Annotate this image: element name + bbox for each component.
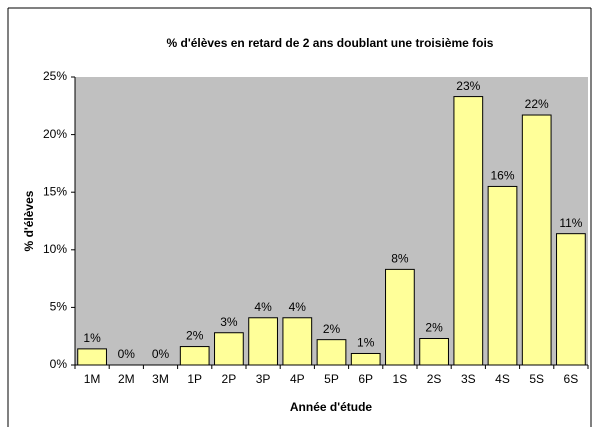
x-tick-label: 3P xyxy=(256,372,271,386)
data-label: 2% xyxy=(323,322,341,336)
y-tick-label: 10% xyxy=(43,242,67,256)
x-tick-label: 1M xyxy=(84,372,101,386)
data-label: 23% xyxy=(456,79,480,93)
y-tick-label: 0% xyxy=(50,357,68,371)
x-tick-label: 4S xyxy=(495,372,510,386)
data-label: 11% xyxy=(559,216,582,230)
x-axis-label: Année d'étude xyxy=(290,400,373,414)
bar xyxy=(453,96,484,366)
data-label: 1% xyxy=(357,336,375,350)
x-tick-label: 5P xyxy=(324,372,339,386)
bar xyxy=(419,338,449,366)
data-label: 16% xyxy=(490,169,514,183)
bar xyxy=(316,339,347,366)
bar xyxy=(350,352,381,366)
y-tick-label: 20% xyxy=(43,127,67,141)
x-tick-label: 2S xyxy=(427,372,442,386)
bar xyxy=(487,185,518,366)
x-tick-label: 5S xyxy=(529,372,544,386)
bar xyxy=(248,317,278,366)
x-tick-label: 1S xyxy=(393,372,408,386)
bar xyxy=(521,114,552,366)
x-tick-label: 1P xyxy=(187,372,202,386)
data-label: 0% xyxy=(118,347,136,361)
data-label: 0% xyxy=(152,347,170,361)
x-tick-label: 2M xyxy=(118,372,135,386)
x-tick-label: 6S xyxy=(564,372,579,386)
y-tick-label: 5% xyxy=(50,300,68,314)
chart-frame xyxy=(7,7,592,427)
bar xyxy=(385,268,415,366)
bar xyxy=(556,233,586,366)
data-label: 2% xyxy=(425,321,443,335)
x-tick-label: 2P xyxy=(222,372,237,386)
y-tick-label: 15% xyxy=(43,184,67,198)
x-tick-label: 6P xyxy=(358,372,373,386)
x-tick-label: 4P xyxy=(290,372,305,386)
y-axis-label: % d'élèves xyxy=(22,190,36,251)
bar xyxy=(214,332,244,366)
x-tick-label: 3M xyxy=(152,372,169,386)
bar xyxy=(282,317,313,366)
chart-title: % d'élèves en retard de 2 ans doublant u… xyxy=(167,36,494,50)
data-label: 1% xyxy=(83,331,101,345)
data-label: 8% xyxy=(391,252,409,266)
data-label: 22% xyxy=(525,97,549,111)
data-label: 3% xyxy=(220,315,238,329)
data-label: 4% xyxy=(254,300,272,314)
x-tick-label: 3S xyxy=(461,372,476,386)
data-label: 2% xyxy=(186,329,204,343)
data-label: 4% xyxy=(289,300,307,314)
bar xyxy=(179,346,210,366)
y-tick-label: 25% xyxy=(43,69,67,83)
bar xyxy=(77,348,107,366)
